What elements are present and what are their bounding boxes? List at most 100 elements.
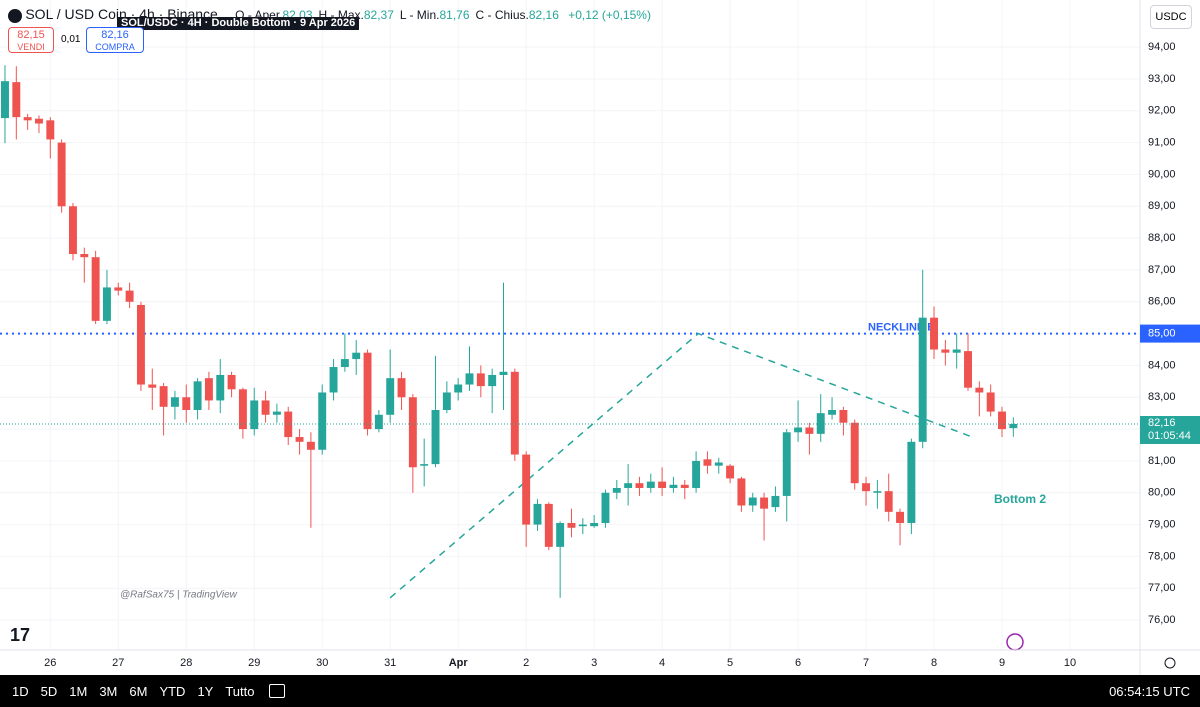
range-button[interactable]: YTD [159,683,186,699]
candle-body [136,304,145,385]
candle-body [635,483,644,488]
y-tick-label: 92,00 [1148,105,1176,117]
candle-body [533,503,542,525]
candle-body [12,82,21,118]
ohlc: O - Aper.82,03 H - Max.82,37 L - Min.81,76… [235,8,565,22]
candle-body [35,118,43,124]
x-tick-label: 28 [180,657,192,669]
x-tick-label: 27 [112,657,124,669]
neckline-tag-label: 85,00 [1148,328,1176,340]
tv-logo: 17 [10,625,30,645]
candle-body [125,290,134,302]
candle-body [374,414,383,430]
candle-body [986,392,995,412]
y-tick-label: 81,00 [1148,455,1176,467]
pattern-line [389,332,976,599]
candle-body [91,257,100,321]
range-button[interactable]: 1D [12,683,29,699]
countdown: 01:05:44 [1148,430,1191,442]
y-tick-label: 78,00 [1148,550,1176,562]
candle-body [816,413,825,434]
candle-body [828,409,837,415]
sell-button[interactable]: 82,15 VENDI [8,27,54,53]
y-tick-label: 94,00 [1148,41,1176,53]
range-button[interactable]: 3M [99,683,118,699]
x-tick-label: 31 [384,657,396,669]
date-range-icon[interactable] [268,684,285,698]
currency-select[interactable]: USDC [1150,5,1192,29]
range-button[interactable]: 5D [40,683,58,699]
range-button[interactable]: 1M [69,683,88,699]
candle-body [952,349,961,353]
price-tag-value: 82,16 [1148,417,1176,429]
candle-body [102,287,111,321]
candle-body [578,524,587,527]
y-tick-label: 79,00 [1148,518,1176,530]
candle-body [306,441,315,450]
buy-button[interactable]: 82,16 COMPRA [86,27,144,53]
candle-body [159,386,168,407]
candle-body [193,381,202,410]
neckline-text: NECKLINE B [868,322,935,334]
y-tick-label: 86,00 [1148,296,1176,308]
candle-body [964,351,972,388]
candle-body [23,117,32,121]
candle-body [669,484,678,488]
candle-body [714,462,723,466]
candle-body [272,411,281,415]
candle-body [737,478,746,506]
buy-label: COMPRA [95,42,135,52]
flash-icon[interactable] [1006,633,1024,651]
candle-body [998,411,1006,430]
candle-body [726,465,735,479]
sell-price: 82,15 [17,29,45,41]
x-tick-label: 26 [44,657,56,669]
ohlc-value: 82,16 [528,8,559,22]
x-tick-label: 29 [248,657,260,669]
chart-header: SOL / USD Coin · 4h · Binance O - Aper.8… [8,6,657,23]
chart: Bottom 2 @RafSax75 | TradingView 17 76,0… [0,0,1200,675]
candle-body [261,400,270,415]
candle-body [567,522,576,528]
candle-body [510,371,519,455]
candle-body [227,374,236,390]
candle-body [295,437,304,442]
x-tick-label: 2 [523,657,529,669]
y-tick-label: 87,00 [1148,264,1176,276]
candle-body [862,483,871,492]
candle-body [465,373,474,385]
candle-body [624,483,633,488]
candle-body [238,389,247,430]
range-button[interactable]: Tutto [225,683,255,699]
x-tick-label: 30 [316,657,328,669]
candle-body [182,397,191,410]
neckline-tag [1140,324,1200,343]
candle-body [499,371,508,375]
range-button[interactable]: 6M [129,683,148,699]
x-tick-label: 7 [863,657,869,669]
range-button[interactable]: 1Y [197,683,214,699]
candle-body [476,373,485,387]
candle-body [646,481,655,488]
y-tick-label: 91,00 [1148,137,1176,149]
x-tick-label: 3 [591,657,597,669]
candle-body [340,359,349,368]
symbol-icon [8,8,22,23]
x-tick-label: 5 [727,657,733,669]
candle-body [420,464,429,466]
candle-body [907,441,916,523]
candle-body [975,387,984,393]
candle-body [941,349,950,353]
candle-body [442,392,451,410]
y-tick-label: 77,00 [1148,582,1176,594]
candle-body [658,481,667,488]
candle-body [544,503,553,547]
spread: 0,01 [61,34,81,45]
candle-body [850,422,859,484]
sell-label: VENDI [17,42,45,52]
x-tick-label: 9 [999,657,1005,669]
settings-icon[interactable] [1164,657,1176,669]
candle-body [352,352,361,360]
change: +0,12 (+0,15%) [568,8,651,22]
